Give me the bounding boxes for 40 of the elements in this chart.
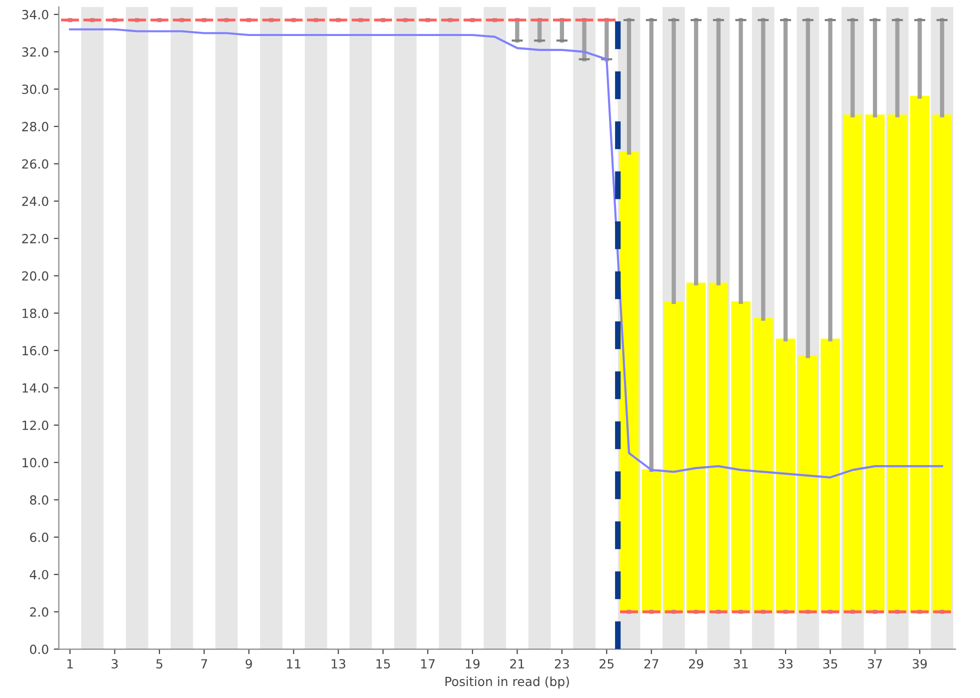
x-tick-label: 13 [332, 659, 346, 669]
x-tick-label: 1 [67, 659, 73, 668]
y-tick-label: 30.0 [22, 84, 48, 94]
y-tick-label: 2.0 [30, 607, 48, 617]
y-tick-label: 4.0 [30, 570, 48, 580]
x-tick-label: 21 [510, 659, 524, 668]
x-tick-label: 37 [868, 659, 882, 669]
y-tick-label: 32.0 [22, 47, 48, 57]
x-axis-title: Position in read (bp) [446, 676, 569, 689]
x-tick-label: 19 [466, 659, 480, 669]
x-tick-label: 9 [246, 659, 252, 669]
x-tick-label: 39 [912, 659, 927, 669]
y-tick-label: 10.0 [22, 458, 48, 468]
x-tick-label: 17 [421, 659, 435, 668]
x-tick-label: 11 [287, 659, 300, 668]
x-tick-label: 31 [734, 659, 748, 669]
x-tick-label: 5 [156, 659, 162, 669]
x-tick-label: 3 [112, 659, 118, 669]
x-tick-label: 15 [376, 659, 390, 669]
y-tick-label: 18.0 [22, 308, 48, 318]
y-tick-label: 6.0 [30, 532, 48, 542]
x-tick-label: 25 [600, 659, 614, 669]
y-tick-label: 8.0 [30, 495, 48, 505]
y-tick-label: 20.0 [22, 271, 48, 281]
y-tick-label: 34.0 [22, 10, 48, 20]
x-tick-label: 29 [689, 659, 704, 669]
y-tick-label: 28.0 [22, 122, 48, 132]
y-tick-label: 0.0 [30, 644, 48, 654]
x-tick-label: 33 [778, 659, 793, 669]
x-tick-label: 23 [554, 659, 569, 669]
y-tick-label: 26.0 [22, 159, 48, 169]
y-tick-label: 14.0 [22, 383, 48, 393]
x-tick-label: 27 [644, 659, 658, 668]
y-tick-label: 16.0 [22, 346, 48, 356]
x-tick-label: 7 [201, 659, 208, 668]
y-tick-label: 22.0 [22, 234, 48, 244]
x-tick-label: 35 [823, 659, 838, 669]
line-series [68, 28, 944, 478]
y-tick-label: 24.0 [22, 196, 48, 206]
y-tick-label: 12.0 [22, 420, 48, 430]
